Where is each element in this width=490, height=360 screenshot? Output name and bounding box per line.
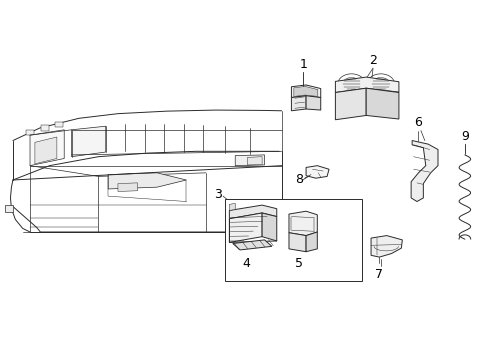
Polygon shape — [335, 77, 399, 93]
Polygon shape — [26, 130, 34, 135]
Polygon shape — [4, 205, 13, 212]
Text: 4: 4 — [243, 257, 250, 270]
Text: 3: 3 — [214, 188, 221, 201]
Polygon shape — [306, 166, 329, 178]
Text: 1: 1 — [299, 58, 307, 71]
Polygon shape — [371, 235, 402, 257]
Text: 2: 2 — [369, 54, 377, 67]
Polygon shape — [306, 232, 318, 252]
Text: 9: 9 — [461, 130, 469, 143]
Polygon shape — [229, 205, 277, 219]
Polygon shape — [55, 122, 63, 127]
Polygon shape — [233, 240, 272, 250]
Polygon shape — [411, 140, 438, 202]
Text: 7: 7 — [375, 268, 383, 281]
Polygon shape — [335, 88, 366, 120]
Polygon shape — [262, 213, 277, 241]
Polygon shape — [292, 96, 306, 111]
Polygon shape — [366, 88, 399, 119]
Polygon shape — [118, 183, 138, 192]
Polygon shape — [289, 233, 306, 252]
Text: 5: 5 — [295, 257, 303, 270]
Text: 6: 6 — [415, 116, 422, 129]
Polygon shape — [306, 96, 321, 110]
Polygon shape — [294, 86, 318, 96]
Polygon shape — [35, 137, 57, 164]
Polygon shape — [229, 203, 235, 211]
Text: 8: 8 — [294, 173, 303, 186]
Polygon shape — [41, 126, 49, 131]
Polygon shape — [30, 130, 64, 166]
Polygon shape — [292, 85, 321, 98]
Polygon shape — [247, 157, 262, 165]
Bar — [225, 199, 362, 281]
Polygon shape — [108, 173, 186, 189]
Polygon shape — [229, 213, 262, 242]
Polygon shape — [235, 155, 265, 166]
Polygon shape — [72, 126, 106, 157]
Polygon shape — [289, 211, 318, 235]
